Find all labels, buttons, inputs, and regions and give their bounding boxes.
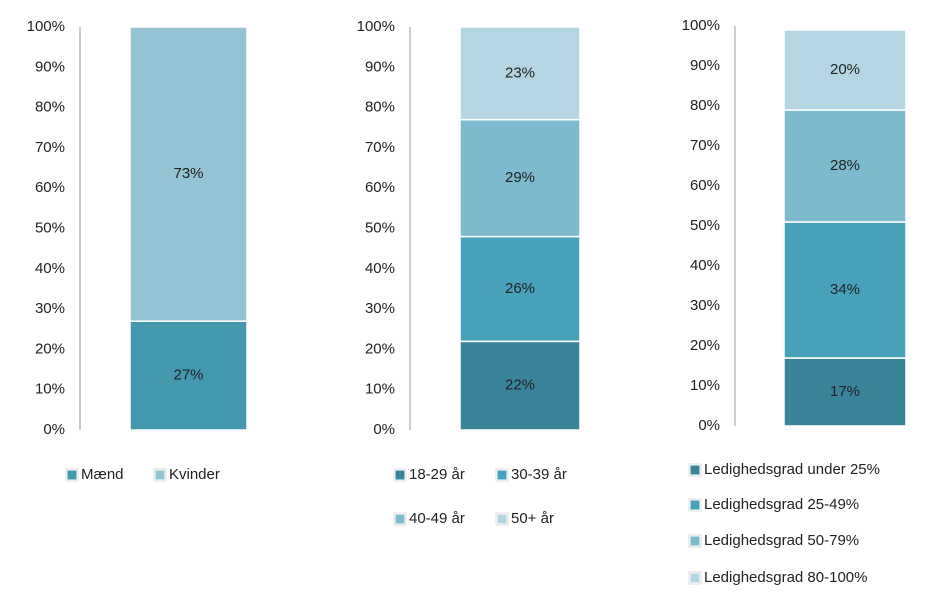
y-tick-label: 40% — [690, 257, 720, 274]
y-tick-label: 80% — [35, 99, 65, 116]
legend-swatch-border — [688, 498, 702, 512]
data-label: 29% — [505, 169, 535, 186]
y-tick-label: 20% — [365, 340, 395, 357]
data-label: 20% — [830, 61, 860, 78]
y-tick-label: 10% — [365, 381, 395, 398]
legend-swatch — [689, 464, 701, 476]
legend-swatch — [496, 469, 508, 481]
y-tick-label: 10% — [35, 381, 65, 398]
data-label: 26% — [505, 280, 535, 297]
y-tick-label: 60% — [35, 179, 65, 196]
legend-swatch — [689, 535, 701, 547]
y-tick-label: 60% — [365, 179, 395, 196]
legend-swatch-border — [688, 571, 702, 585]
legend-swatch — [689, 499, 701, 511]
legend-swatch — [496, 513, 508, 525]
y-tick-label: 90% — [365, 58, 395, 75]
legend-swatch-border — [65, 468, 79, 482]
y-tick-label: 0% — [373, 421, 395, 438]
bar-segment — [783, 109, 907, 223]
legend-label: Mænd — [81, 466, 124, 483]
legend-swatch — [66, 469, 78, 481]
bar-segment — [129, 26, 248, 322]
legend-label: Ledighedsgrad 50-79% — [704, 532, 859, 549]
legend-label: 30-39 år — [511, 466, 567, 483]
y-tick-label: 30% — [690, 297, 720, 314]
y-tick-label: 30% — [35, 300, 65, 317]
legend-swatch — [394, 469, 406, 481]
data-label: 34% — [830, 281, 860, 298]
legend-label: Ledighedsgrad 25-49% — [704, 496, 859, 513]
data-label: 22% — [505, 377, 535, 394]
data-label: 23% — [505, 64, 535, 81]
legend-swatch-border — [688, 463, 702, 477]
y-tick-label: 50% — [690, 217, 720, 234]
legend-swatch-border — [393, 512, 407, 526]
bar-segment — [459, 118, 581, 238]
y-tick-label: 70% — [365, 139, 395, 156]
y-tick-label: 0% — [698, 417, 720, 434]
legend-label: Ledighedsgrad 80-100% — [704, 569, 867, 586]
legend-swatch — [394, 513, 406, 525]
legend-swatch — [154, 469, 166, 481]
y-tick-label: 90% — [35, 58, 65, 75]
bar-segment — [783, 29, 907, 111]
data-label: 73% — [173, 165, 203, 182]
legend-swatch-border — [495, 468, 509, 482]
data-label: 27% — [173, 367, 203, 384]
y-tick-label: 80% — [365, 99, 395, 116]
bar-segment — [459, 340, 581, 431]
legend-swatch-border — [153, 468, 167, 482]
bar-segment — [459, 26, 581, 121]
y-tick-label: 50% — [365, 219, 395, 236]
y-tick-label: 80% — [690, 97, 720, 114]
y-tick-label: 100% — [27, 18, 65, 35]
legend-label: Kvinder — [169, 466, 220, 483]
legend-label: Ledighedsgrad under 25% — [704, 461, 880, 478]
legend-swatch — [689, 572, 701, 584]
data-label: 17% — [830, 383, 860, 400]
y-tick-label: 30% — [365, 300, 395, 317]
y-tick-label: 0% — [43, 421, 65, 438]
y-tick-label: 40% — [35, 260, 65, 277]
legend-swatch-border — [495, 512, 509, 526]
y-tick-label: 70% — [35, 139, 65, 156]
y-tick-label: 60% — [690, 177, 720, 194]
bar-segment — [783, 221, 907, 359]
legend-swatch-border — [688, 534, 702, 548]
legend-swatch-border — [393, 468, 407, 482]
y-tick-label: 100% — [357, 18, 395, 35]
legend-label: 40-49 år — [409, 510, 465, 527]
y-tick-label: 100% — [682, 17, 720, 34]
y-tick-label: 20% — [35, 340, 65, 357]
data-label: 28% — [830, 157, 860, 174]
y-tick-label: 90% — [690, 57, 720, 74]
bar-segment — [129, 320, 248, 431]
y-tick-label: 40% — [365, 260, 395, 277]
y-tick-label: 70% — [690, 137, 720, 154]
legend-label: 50+ år — [511, 510, 554, 527]
legend-label: 18-29 år — [409, 466, 465, 483]
y-tick-label: 10% — [690, 377, 720, 394]
y-tick-label: 50% — [35, 219, 65, 236]
y-tick-label: 20% — [690, 337, 720, 354]
